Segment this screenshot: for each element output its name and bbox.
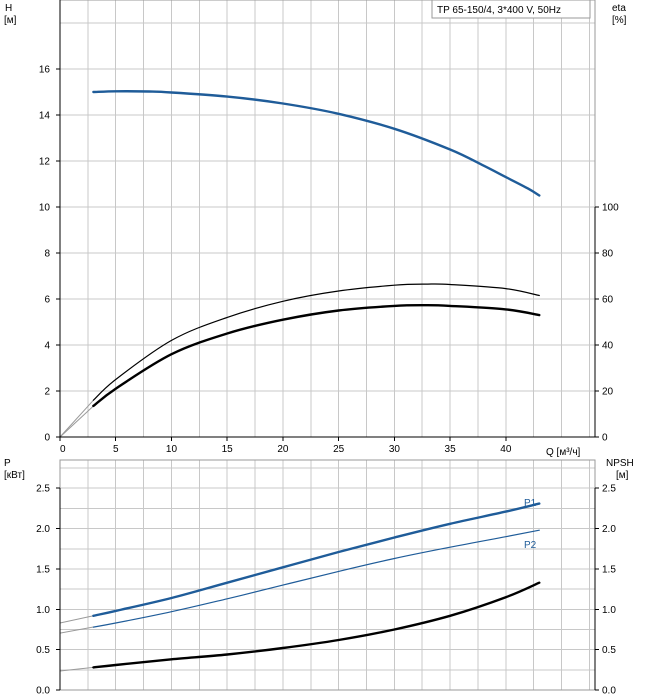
- head-efficiency-chart: 0 2 4 6 8 10 12 14 16 0 20 40 60 80 100 0 5 10 15 20 25 30 35 4…: [4, 0, 627, 458]
- series-label-p2: P2: [524, 540, 537, 551]
- lower-ticks: 0.0 0.0 0.5 0.5 1.0 1.0 1.5 1.5 2.0 2.0 2.5 2.5: [36, 484, 616, 697]
- q-tick-label: 20: [277, 444, 289, 455]
- lower-series: [59, 502, 541, 672]
- p-tick-label: 2.5: [36, 484, 50, 495]
- q-tick-label: 30: [389, 444, 401, 455]
- eta-axis-name: eta: [612, 3, 626, 14]
- eta-tick-label: 0: [602, 433, 608, 444]
- p-tick-label: 2.0: [36, 524, 50, 535]
- h-tick-label: 4: [44, 341, 50, 352]
- p-tick-label: 0.0: [36, 686, 50, 697]
- lower-series-2-line: [92, 581, 541, 669]
- h-tick-label: 2: [44, 387, 50, 398]
- eta-axis-unit: [%]: [612, 15, 627, 26]
- upper-ticks: 0 2 4 6 8 10 12 14 16 0 20 40 60 80 100 0 5 10 15 20 25 30 35 4…: [39, 65, 619, 456]
- npsh-tick-label: 0.5: [602, 645, 616, 656]
- upper-series-2-line: [92, 303, 541, 408]
- chart-title: TP 65-150/4, 3*400 V, 50Hz: [437, 5, 561, 16]
- lower-series-1-line: [92, 529, 540, 628]
- upper-series-1-line: [92, 283, 540, 401]
- h-tick-label: 16: [39, 65, 51, 76]
- h-tick-label: 12: [39, 157, 51, 168]
- p-tick-label: 1.0: [36, 605, 50, 616]
- h-axis-name: H: [5, 3, 12, 14]
- p-tick-label: 1.5: [36, 564, 50, 575]
- npsh-axis-unit: [м]: [616, 470, 629, 481]
- q-axis-label: Q [м³/ч]: [546, 447, 581, 458]
- p-axis-unit: [кВт]: [4, 470, 25, 481]
- lower-series-0-line: [92, 502, 541, 617]
- npsh-tick-label: 0.0: [602, 686, 616, 697]
- q-tick-label: 15: [222, 444, 234, 455]
- npsh-tick-label: 1.0: [602, 605, 616, 616]
- q-tick-label: 25: [333, 444, 345, 455]
- upper-extrapolation-line: [59, 405, 94, 438]
- q-tick-label: 40: [500, 444, 512, 455]
- q-tick-label: 5: [113, 444, 119, 455]
- h-tick-label: 10: [39, 203, 51, 214]
- lower-extrapolation-line: [59, 666, 94, 672]
- q-tick-label: 35: [445, 444, 457, 455]
- eta-tick-label: 40: [602, 341, 614, 352]
- q-tick-label: 0: [60, 444, 66, 455]
- npsh-axis-name: NPSH: [606, 458, 634, 469]
- h-tick-label: 6: [44, 295, 50, 306]
- npsh-tick-label: 1.5: [602, 564, 616, 575]
- upper-extrapolation-line: [59, 399, 94, 438]
- eta-tick-label: 20: [602, 387, 614, 398]
- q-tick-label: 10: [166, 444, 178, 455]
- h-axis-unit: [м]: [4, 15, 17, 26]
- lower-extrapolation-line: [59, 626, 94, 634]
- title-box: [431, 0, 591, 19]
- upper-grid: [60, 0, 595, 437]
- lower-axes: [59, 459, 596, 691]
- npsh-tick-label: 2.0: [602, 524, 616, 535]
- upper-axes: [59, 0, 596, 438]
- eta-tick-label: 60: [602, 295, 614, 306]
- h-tick-label: 0: [44, 433, 50, 444]
- h-tick-label: 14: [39, 111, 51, 122]
- p-tick-label: 0.5: [36, 645, 50, 656]
- lower-plot-frame: [59, 459, 596, 691]
- series-label-p1: P1: [524, 498, 537, 509]
- lower-extrapolation-line: [59, 615, 94, 624]
- p-axis-name: P: [4, 458, 11, 469]
- lower-grid: [60, 460, 595, 690]
- power-npsh-chart: 0.0 0.0 0.5 0.5 1.0 1.0 1.5 1.5 2.0 2.0 2.5 2.5 P […: [4, 458, 634, 697]
- eta-tick-label: 100: [602, 203, 619, 214]
- h-tick-label: 8: [44, 249, 50, 260]
- upper-series: [59, 90, 541, 438]
- npsh-tick-label: 2.5: [602, 484, 616, 495]
- upper-series-0-line: [92, 90, 541, 197]
- eta-tick-label: 80: [602, 249, 614, 260]
